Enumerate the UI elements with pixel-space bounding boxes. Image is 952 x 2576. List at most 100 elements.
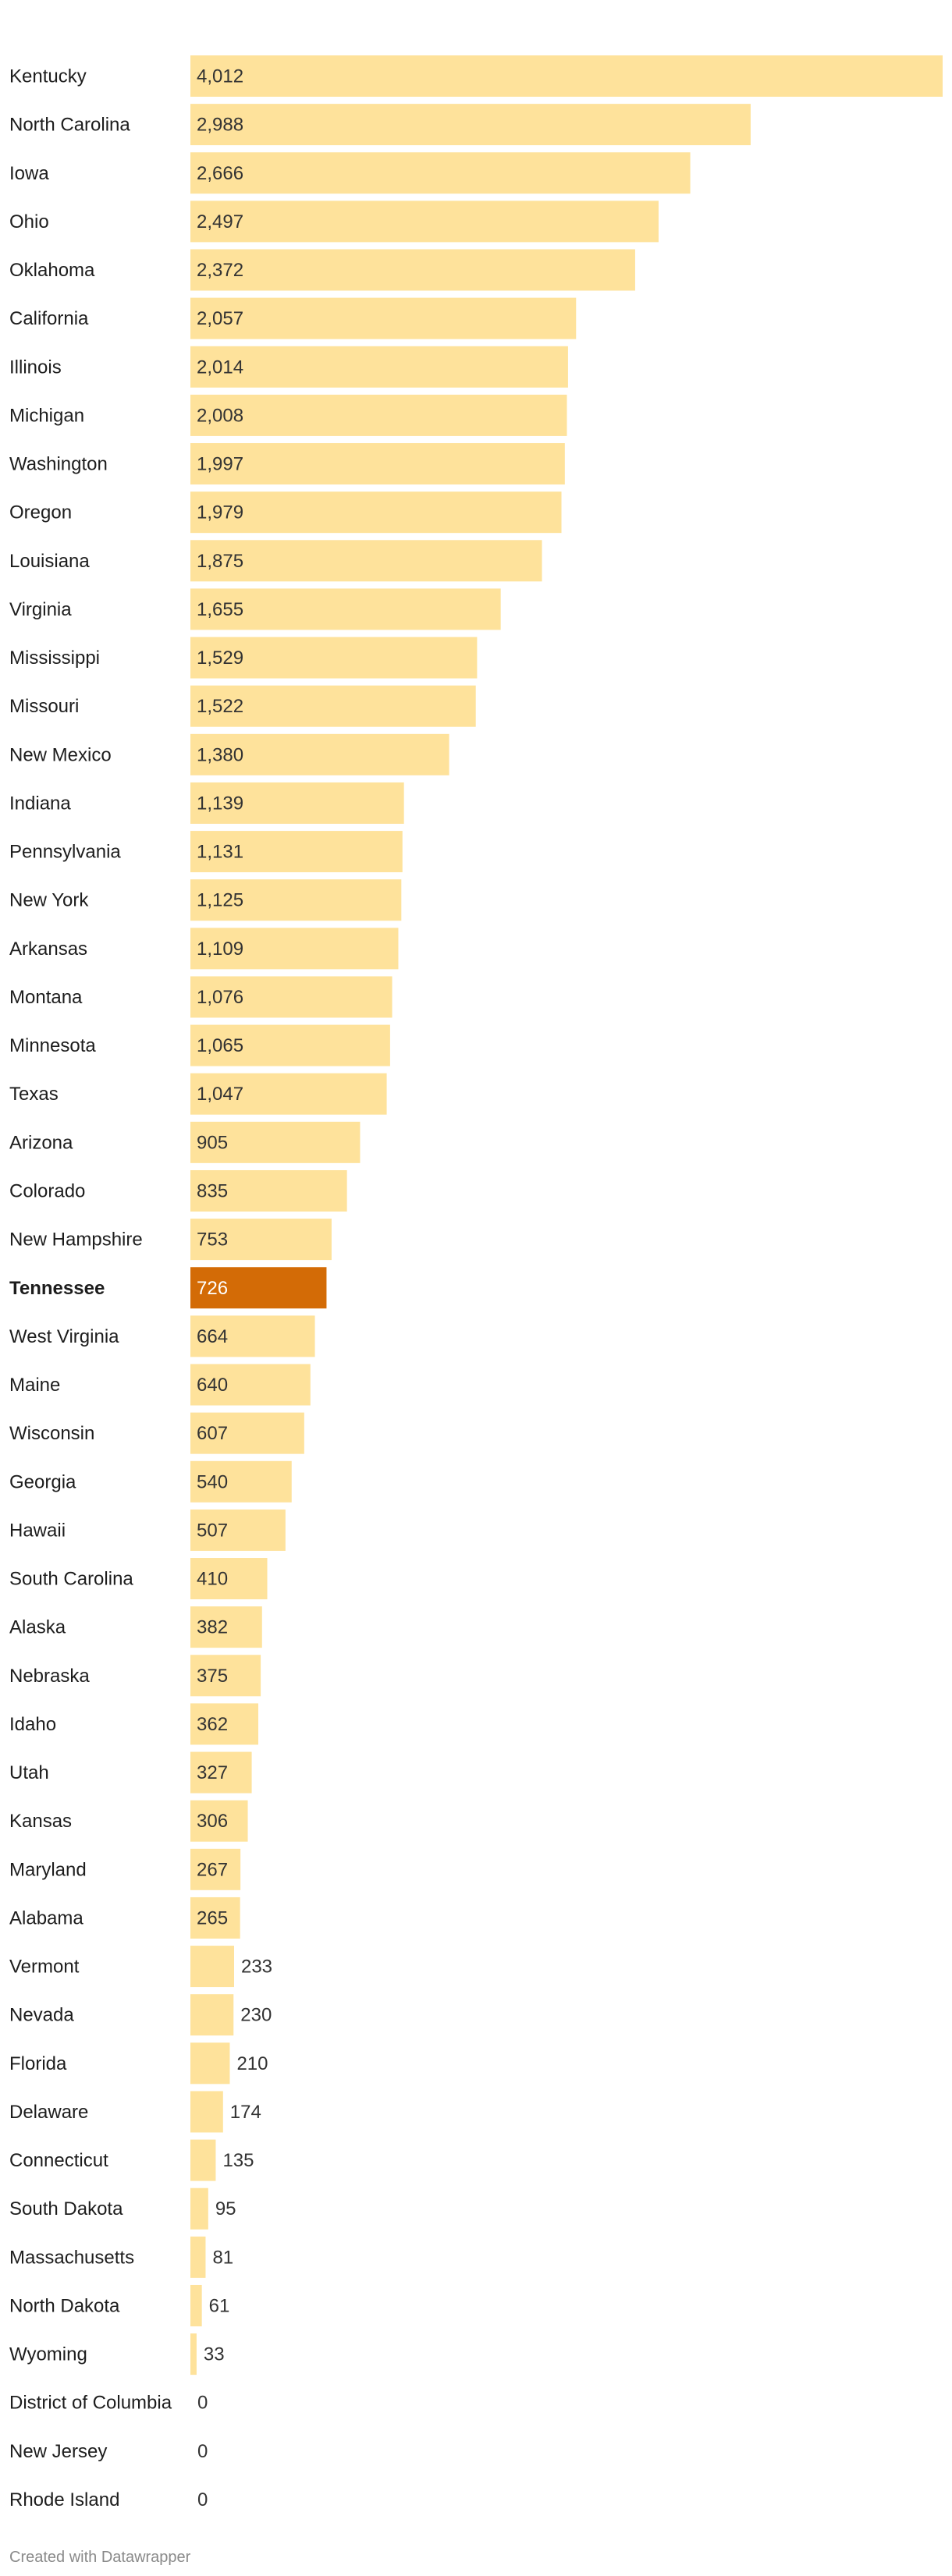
bar <box>190 1169 347 1212</box>
value-label: 210 <box>236 2053 268 2074</box>
category-label: Michigan <box>9 405 84 426</box>
value-label: 375 <box>197 1666 228 1687</box>
bar-row: Florida 210 <box>9 2042 268 2085</box>
value-label: 905 <box>197 1132 228 1153</box>
category-label: Missouri <box>9 696 79 717</box>
category-label: Washington <box>9 454 108 475</box>
bar-row: South Dakota 95 <box>9 2187 236 2230</box>
bar-row: Minnesota 1,065 <box>9 1024 390 1066</box>
category-label: Maryland <box>9 1859 87 1880</box>
bar <box>190 1655 261 1697</box>
bar-row: Oregon 1,979 <box>9 491 562 534</box>
category-label: District of Columbia <box>9 2393 172 2414</box>
category-label: Idaho <box>9 1714 56 1735</box>
category-label: Arizona <box>9 1132 73 1153</box>
value-label: 1,076 <box>197 987 243 1008</box>
value-label: 0 <box>197 2441 208 2462</box>
value-label: 0 <box>197 2489 208 2510</box>
value-label: 640 <box>197 1375 228 1396</box>
bar <box>190 1994 234 2036</box>
bar-row: Alabama 265 <box>9 1897 240 1939</box>
category-label: New Mexico <box>9 744 112 765</box>
bar <box>190 928 399 970</box>
category-label: South Carolina <box>9 1569 133 1590</box>
category-label: North Carolina <box>9 115 130 136</box>
bar <box>190 394 567 436</box>
value-label: 1,125 <box>197 890 243 911</box>
bar <box>190 1897 240 1939</box>
value-label: 1,131 <box>197 842 243 863</box>
bar-row: Tennessee 726 <box>9 1267 327 1309</box>
value-label: 2,372 <box>197 260 243 281</box>
category-label: Kansas <box>9 1811 72 1832</box>
bar-row: Texas 1,047 <box>9 1073 387 1115</box>
bar <box>190 1315 315 1357</box>
bar-row: District of Columbia 0 <box>9 2393 208 2414</box>
value-label: 1,655 <box>197 599 243 620</box>
bar <box>190 249 635 291</box>
category-label: Connecticut <box>9 2150 108 2171</box>
value-label: 0 <box>197 2393 208 2414</box>
value-label: 265 <box>197 1907 228 1928</box>
bar <box>190 588 501 630</box>
category-label: Iowa <box>9 163 49 184</box>
bar <box>190 1073 387 1115</box>
category-label: Arkansas <box>9 939 87 960</box>
bar <box>190 297 577 339</box>
value-label: 2,666 <box>197 163 243 184</box>
value-label: 1,065 <box>197 1035 243 1056</box>
value-label: 233 <box>241 1957 272 1978</box>
bar-row: Indiana 1,139 <box>9 782 404 824</box>
bar-row: Kansas 306 <box>9 1800 248 1842</box>
bar <box>190 1800 248 1842</box>
bar <box>190 1606 262 1648</box>
bar-row: Ohio 2,497 <box>9 200 659 243</box>
bar-row: Maryland 267 <box>9 1848 241 1890</box>
bar-row: Alaska 382 <box>9 1606 262 1648</box>
category-label: Tennessee <box>9 1278 105 1299</box>
value-label: 95 <box>215 2198 236 2219</box>
bar <box>190 2236 206 2278</box>
bar <box>190 1509 286 1551</box>
category-label: Florida <box>9 2053 67 2074</box>
bar-row: Colorado 835 <box>9 1169 347 1212</box>
bar-row: South Carolina 410 <box>9 1558 268 1600</box>
category-label: Montana <box>9 987 83 1008</box>
value-label: 2,057 <box>197 308 243 329</box>
value-label: 327 <box>197 1762 228 1783</box>
bar <box>190 1219 332 1261</box>
value-label: 1,139 <box>197 793 243 814</box>
bar-row: New Jersey 0 <box>9 2441 208 2462</box>
bar-row: Montana 1,076 <box>9 976 393 1018</box>
category-label: Nebraska <box>9 1666 90 1687</box>
value-label: 540 <box>197 1471 228 1492</box>
category-label: Delaware <box>9 2102 88 2123</box>
bar <box>190 733 449 775</box>
bar-row: Michigan 2,008 <box>9 394 567 436</box>
category-label: Massachusetts <box>9 2247 134 2268</box>
category-label: Louisiana <box>9 551 90 572</box>
bar <box>190 55 943 97</box>
bar-row: North Carolina 2,988 <box>9 104 751 146</box>
bar-row: West Virginia 664 <box>9 1315 315 1357</box>
bar-row: Virginia 1,655 <box>9 588 501 630</box>
bar-row: North Dakota 61 <box>9 2284 229 2326</box>
value-label: 81 <box>212 2247 233 2268</box>
value-label: 1,979 <box>197 502 243 523</box>
value-label: 1,047 <box>197 1084 243 1105</box>
bar <box>190 782 404 824</box>
bar <box>190 685 476 727</box>
category-label: New Jersey <box>9 2441 107 2462</box>
category-label: Ohio <box>9 211 49 232</box>
bar-row: Illinois 2,014 <box>9 346 568 388</box>
bar <box>190 1460 292 1503</box>
bar <box>190 1024 390 1066</box>
value-label: 174 <box>230 2102 261 2123</box>
bar <box>190 152 691 194</box>
value-label: 382 <box>197 1617 228 1638</box>
value-label: 1,380 <box>197 744 243 765</box>
value-label: 362 <box>197 1714 228 1735</box>
bar-row: Hawaii 507 <box>9 1509 286 1551</box>
category-label: Vermont <box>9 1957 80 1978</box>
bar <box>190 443 565 485</box>
